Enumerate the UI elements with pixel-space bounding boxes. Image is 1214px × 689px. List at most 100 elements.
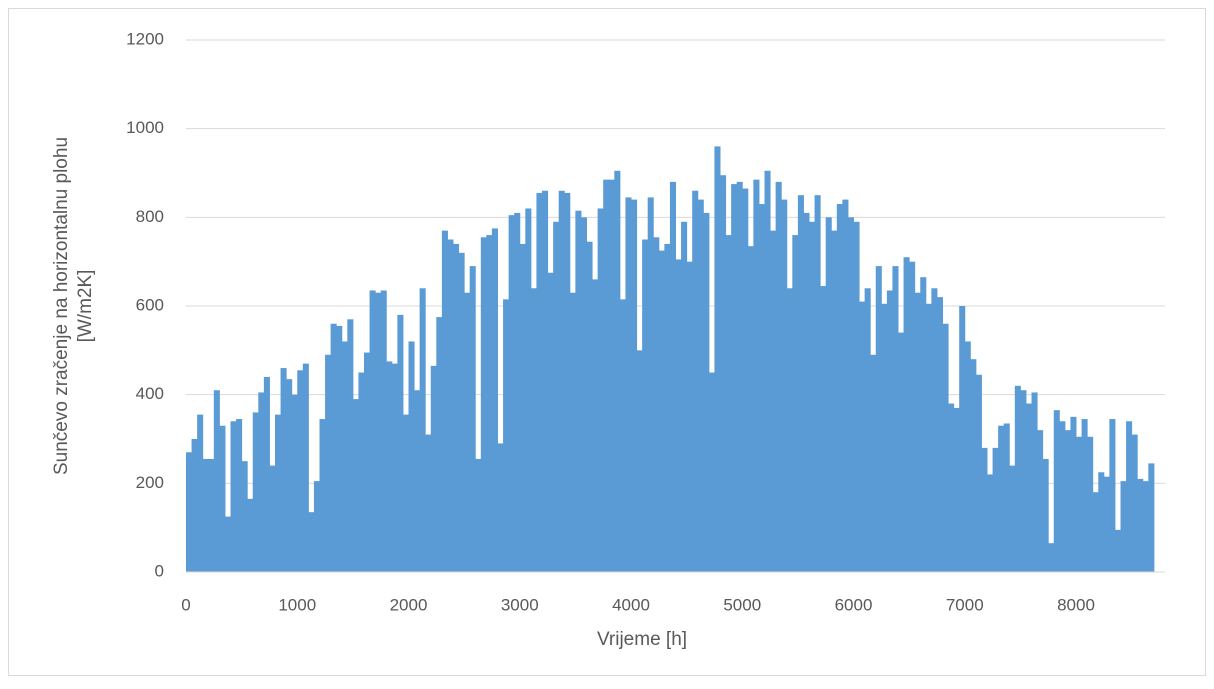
bar [714, 146, 721, 572]
bar [536, 192, 543, 572]
bar [224, 516, 231, 572]
bar [1037, 430, 1044, 572]
bar [970, 359, 977, 572]
y-axis-label: [W/m2K] [75, 270, 96, 343]
bar [981, 447, 988, 572]
bar [797, 195, 804, 572]
bar [464, 292, 471, 572]
x-tick-label: 3000 [501, 595, 539, 614]
bar [419, 288, 426, 572]
bar [603, 179, 610, 572]
bar [909, 261, 916, 572]
bar [975, 374, 982, 572]
bar [1009, 465, 1016, 572]
y-tick-label: 600 [136, 295, 164, 314]
bar [998, 425, 1005, 572]
bar [441, 230, 448, 572]
bar [547, 272, 554, 572]
y-axis-label: Sunčevo zračenje na horizontalnu plohu [51, 137, 72, 475]
bar [586, 241, 593, 572]
bar [558, 190, 565, 572]
bar [1003, 423, 1010, 572]
bar [280, 368, 287, 572]
bar [853, 221, 860, 572]
bar [825, 217, 832, 573]
bar [920, 277, 927, 572]
bar [697, 199, 704, 572]
bar [614, 170, 621, 573]
bar [364, 352, 371, 572]
bar [486, 235, 493, 573]
bar [1148, 463, 1155, 572]
bar [213, 390, 220, 572]
bar [497, 443, 504, 572]
y-tick-label: 1000 [126, 118, 164, 137]
bar [631, 199, 638, 572]
bar [391, 363, 398, 572]
bar [269, 465, 276, 572]
bar [202, 458, 209, 572]
bar [658, 250, 665, 573]
bar [1142, 481, 1149, 572]
bar [1076, 436, 1083, 572]
bar [1053, 410, 1060, 572]
bar [792, 235, 799, 573]
bar [931, 288, 938, 572]
bar [1137, 478, 1144, 572]
bar [786, 288, 793, 572]
bar [553, 221, 560, 572]
x-tick-label: 1000 [278, 595, 316, 614]
bar [325, 354, 332, 572]
bar [491, 228, 498, 572]
y-tick-label: 400 [136, 384, 164, 403]
bar [886, 290, 893, 572]
bar [870, 354, 877, 572]
bar [291, 394, 298, 572]
bar [892, 266, 899, 572]
bar [964, 341, 971, 572]
y-tick-label: 1200 [126, 29, 164, 48]
bar [475, 458, 482, 572]
bar [948, 403, 955, 572]
bar [836, 204, 843, 573]
bar [530, 288, 537, 572]
bar [336, 325, 343, 572]
bar [247, 498, 254, 572]
bar [302, 363, 309, 572]
bar [1031, 392, 1038, 572]
bar [1126, 421, 1133, 572]
bar [686, 261, 693, 572]
bar [653, 237, 660, 573]
bar [330, 323, 337, 572]
bar [898, 332, 905, 572]
bar [859, 301, 866, 572]
bar [569, 292, 576, 572]
bar [1048, 543, 1055, 572]
bar [942, 323, 949, 572]
bar [669, 181, 676, 572]
bar [592, 279, 599, 572]
bar [992, 447, 999, 572]
bar [580, 217, 587, 573]
bar [1081, 419, 1088, 572]
bar [720, 175, 727, 572]
bar [753, 179, 760, 572]
x-tick-label: 0 [181, 595, 190, 614]
bar [564, 192, 571, 572]
bar [809, 221, 816, 572]
bar [708, 372, 715, 572]
bar [402, 414, 409, 572]
bar [936, 297, 943, 572]
y-tick-label: 200 [136, 473, 164, 492]
bar [692, 190, 699, 572]
bar [953, 407, 960, 572]
bar [864, 288, 871, 572]
bar [1042, 458, 1049, 572]
bar [575, 210, 582, 572]
bar [625, 197, 632, 572]
bar [358, 372, 365, 572]
bar [881, 303, 888, 572]
bar [959, 306, 966, 572]
bar [764, 170, 771, 573]
bar [252, 412, 259, 572]
